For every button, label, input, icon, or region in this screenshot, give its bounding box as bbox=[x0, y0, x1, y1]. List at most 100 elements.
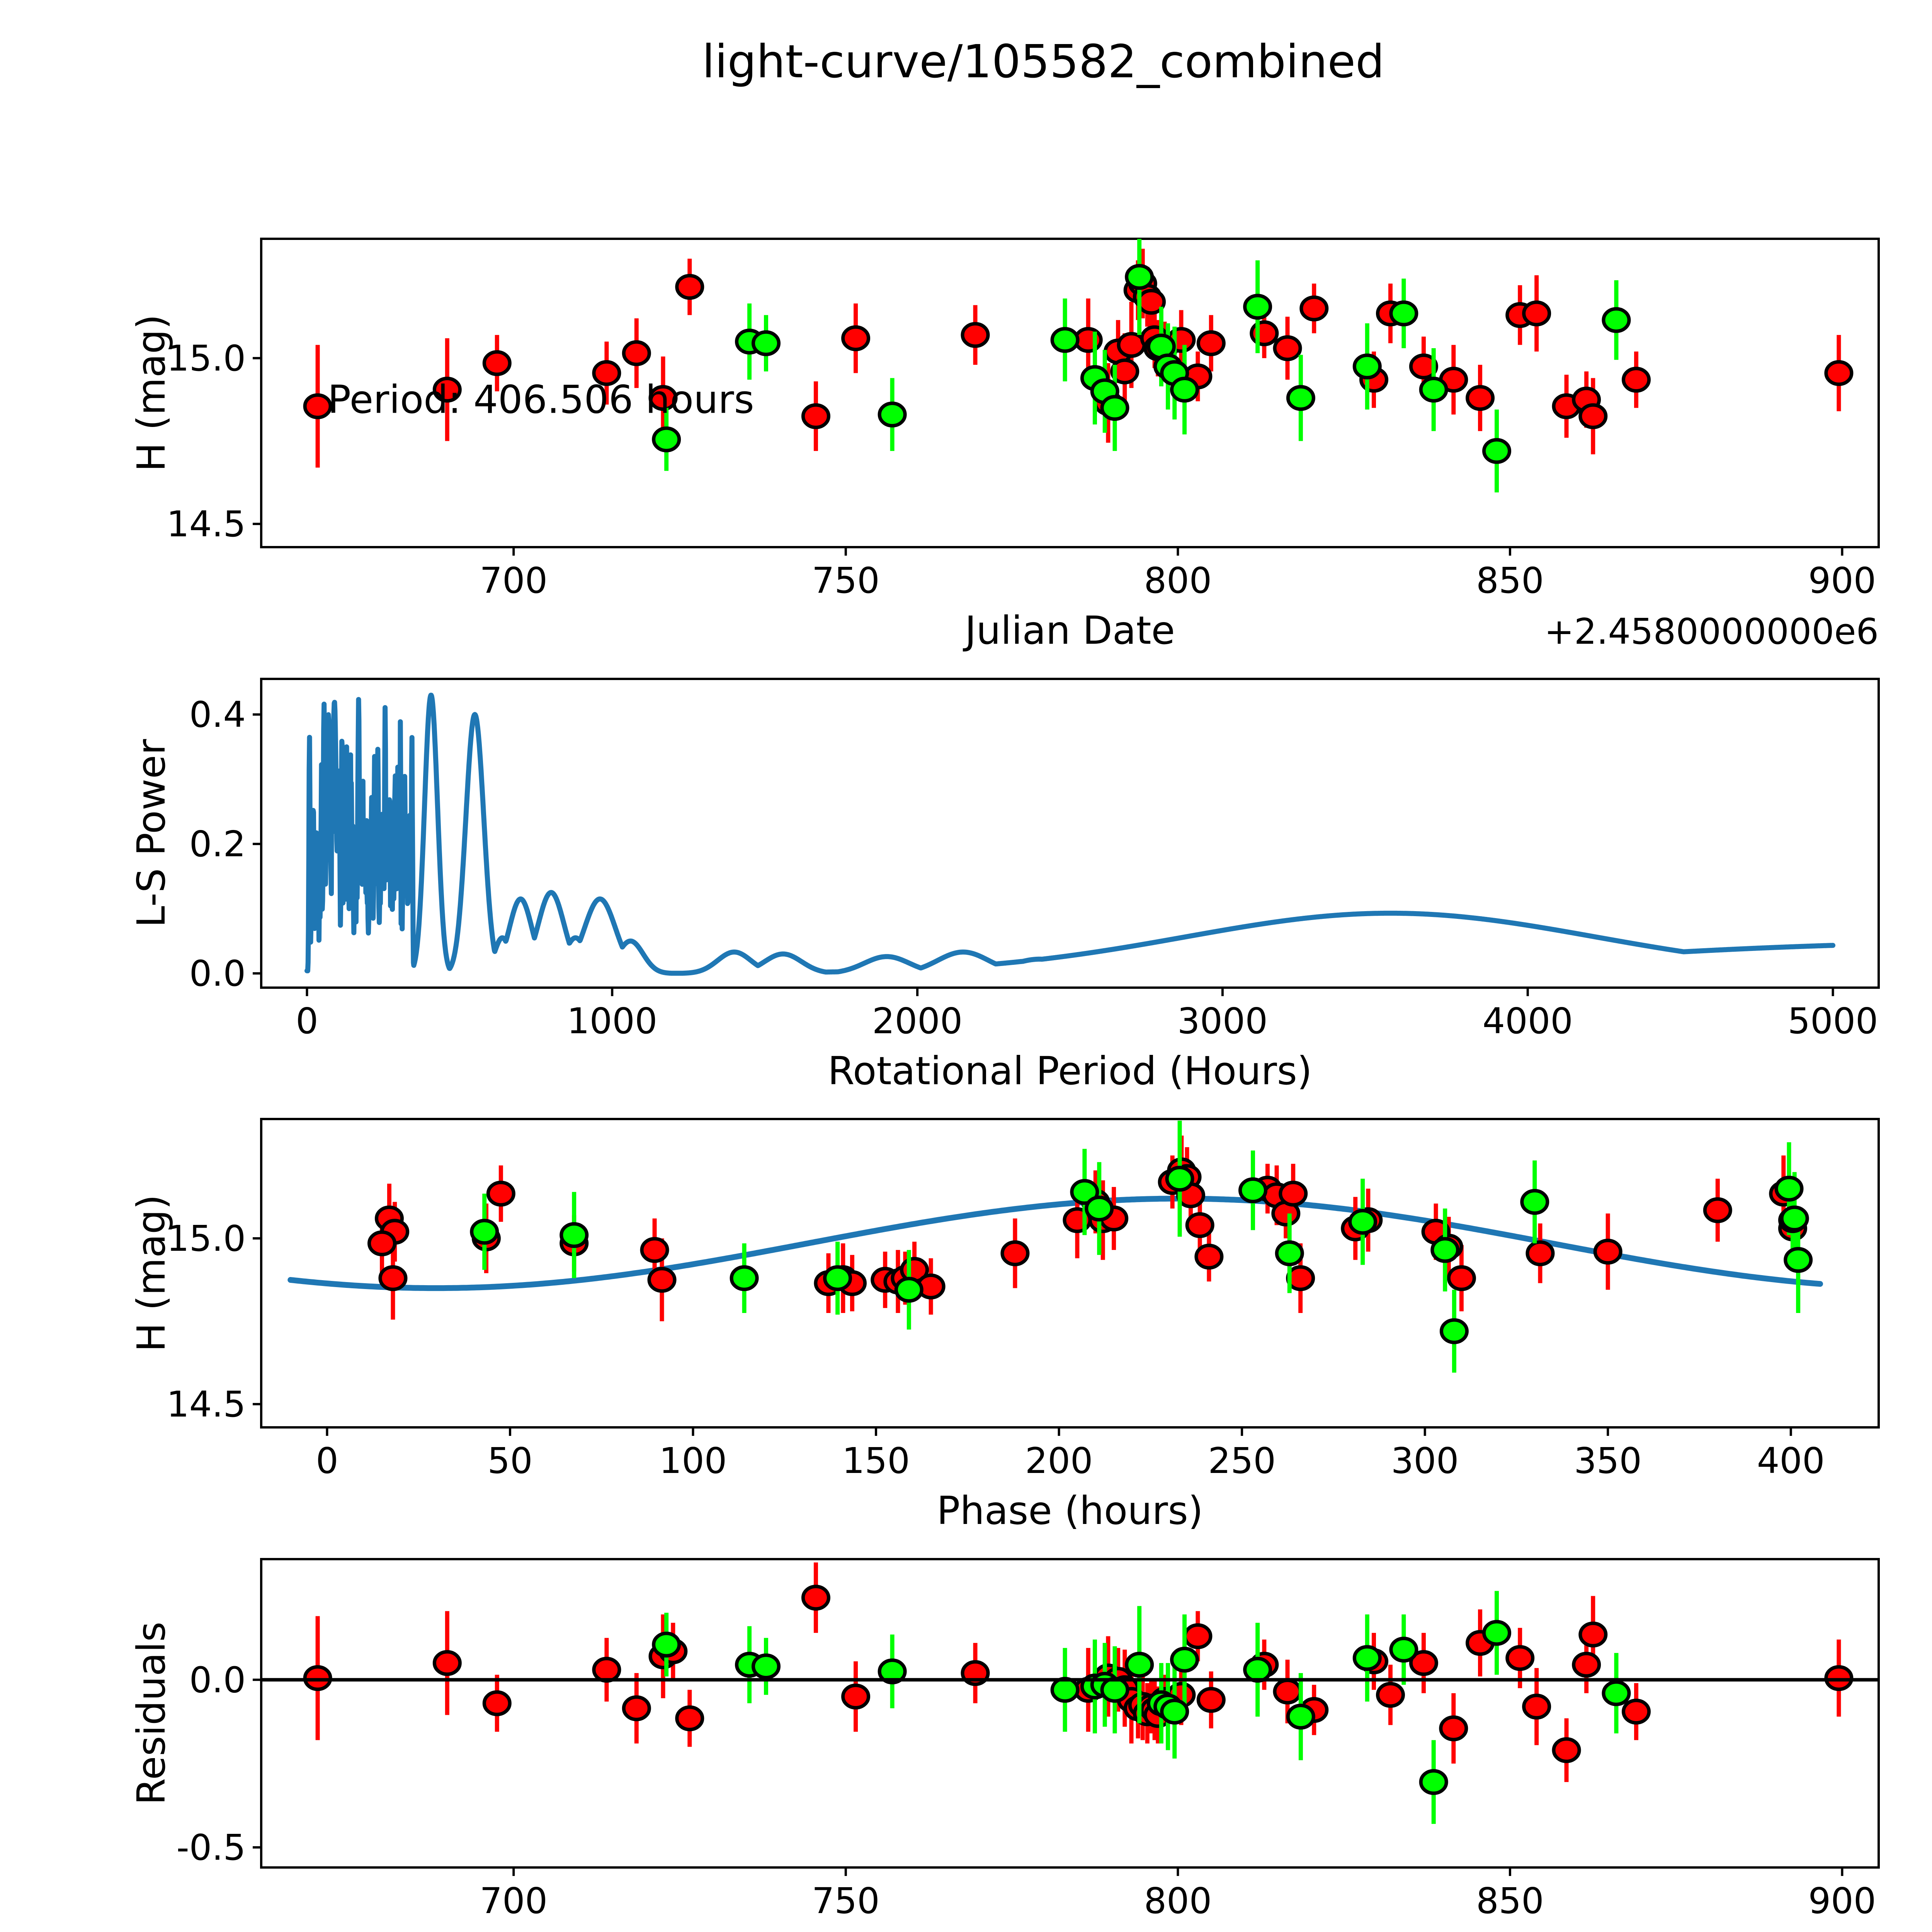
data-point bbox=[432, 1650, 462, 1676]
svg-text:850: 850 bbox=[1476, 560, 1544, 601]
data-point bbox=[1110, 358, 1139, 384]
data-point bbox=[675, 274, 704, 300]
data-point bbox=[752, 330, 781, 356]
data-point bbox=[1703, 1197, 1732, 1223]
data-point bbox=[482, 1690, 512, 1716]
phasefold-ylabel: H (mag) bbox=[129, 1194, 174, 1352]
svg-text:900: 900 bbox=[1808, 560, 1876, 601]
data-point bbox=[1299, 295, 1329, 321]
data-point bbox=[1482, 438, 1512, 464]
data-point-group bbox=[652, 1620, 1631, 1795]
svg-text:750: 750 bbox=[812, 1880, 880, 1922]
data-point bbox=[1522, 1694, 1551, 1720]
data-point bbox=[823, 1265, 852, 1291]
data-point bbox=[652, 1631, 681, 1658]
data-point bbox=[1243, 294, 1272, 320]
data-point bbox=[1279, 1180, 1308, 1207]
data-point bbox=[1160, 1699, 1189, 1725]
lightcurve-x-offset-label: +2.4580000000e6 bbox=[1544, 611, 1879, 652]
data-point bbox=[878, 1658, 907, 1685]
data-point bbox=[801, 403, 830, 429]
data-point bbox=[1409, 353, 1438, 379]
data-point bbox=[622, 340, 651, 366]
data-point bbox=[648, 385, 678, 411]
data-point bbox=[894, 1277, 923, 1303]
data-point bbox=[622, 1695, 651, 1721]
period-annotation: Period: 406.506 hours bbox=[328, 377, 754, 422]
data-point bbox=[482, 350, 512, 376]
svg-text:750: 750 bbox=[812, 560, 880, 601]
page-title: light-curve/105582_combined bbox=[702, 35, 1384, 88]
svg-text:0: 0 bbox=[296, 1000, 318, 1042]
data-point bbox=[1824, 360, 1854, 386]
svg-text:0.2: 0.2 bbox=[189, 823, 246, 865]
data-point bbox=[675, 1705, 704, 1731]
data-point bbox=[1125, 1651, 1154, 1678]
data-point bbox=[1170, 376, 1199, 403]
periodogram-xlabel: Rotational Period (Hours) bbox=[828, 1048, 1312, 1094]
data-point bbox=[1194, 1243, 1224, 1270]
data-point bbox=[1622, 1699, 1651, 1725]
data-point bbox=[1100, 395, 1129, 421]
residuals-x-offset-label: +2.4580000000e6 bbox=[1544, 1931, 1879, 1932]
residuals-ylabel: Residuals bbox=[129, 1622, 174, 1805]
data-point-group bbox=[652, 264, 1631, 464]
svg-text:14.5: 14.5 bbox=[167, 503, 246, 545]
phasefold-xlabel: Phase (hours) bbox=[937, 1488, 1203, 1533]
svg-text:900: 900 bbox=[1808, 1880, 1876, 1922]
data-point bbox=[1000, 1240, 1030, 1267]
data-point bbox=[1376, 1682, 1405, 1708]
data-point bbox=[1520, 1189, 1549, 1215]
svg-text:2000: 2000 bbox=[872, 1000, 963, 1042]
data-point bbox=[801, 1585, 830, 1611]
data-point bbox=[1439, 1715, 1468, 1742]
lightcurve-xlabel: Julian Date bbox=[963, 608, 1175, 653]
data-point bbox=[1348, 1209, 1378, 1235]
data-point bbox=[752, 1653, 781, 1680]
svg-text:150: 150 bbox=[842, 1440, 910, 1481]
data-point bbox=[1050, 327, 1080, 353]
residuals-xlabel: Julian Date bbox=[963, 1928, 1175, 1932]
data-point bbox=[652, 426, 681, 452]
data-point bbox=[1622, 367, 1651, 393]
svg-text:5000: 5000 bbox=[1787, 1000, 1878, 1042]
data-point bbox=[1602, 307, 1631, 333]
svg-text:350: 350 bbox=[1574, 1440, 1642, 1481]
data-point bbox=[1238, 1177, 1268, 1203]
svg-text:200: 200 bbox=[1025, 1440, 1093, 1481]
data-point bbox=[647, 1267, 677, 1293]
data-point bbox=[1419, 1769, 1448, 1795]
data-point bbox=[1780, 1205, 1809, 1231]
data-point bbox=[1070, 1179, 1099, 1205]
data-point bbox=[1447, 1265, 1476, 1291]
data-point bbox=[1572, 1651, 1601, 1678]
data-point bbox=[1352, 1645, 1382, 1671]
svg-text:800: 800 bbox=[1144, 1880, 1212, 1922]
data-point bbox=[1196, 330, 1226, 356]
data-point bbox=[1286, 385, 1315, 411]
data-point bbox=[1286, 1704, 1315, 1730]
data-point bbox=[1430, 1237, 1460, 1263]
data-point bbox=[961, 322, 990, 348]
svg-text:700: 700 bbox=[480, 1880, 548, 1922]
data-point bbox=[486, 1180, 515, 1207]
data-point bbox=[1552, 1737, 1581, 1763]
data-point bbox=[1085, 1196, 1114, 1222]
data-point bbox=[367, 1230, 397, 1257]
periodogram-line bbox=[304, 692, 1835, 976]
data-point bbox=[1784, 1247, 1813, 1273]
data-point bbox=[1466, 385, 1495, 411]
data-point bbox=[1389, 300, 1418, 327]
data-point bbox=[841, 325, 871, 351]
data-point bbox=[1250, 320, 1279, 347]
data-point bbox=[1602, 1680, 1631, 1706]
data-point bbox=[1352, 353, 1382, 379]
data-point bbox=[1185, 1212, 1214, 1238]
data-point bbox=[470, 1219, 499, 1245]
data-point bbox=[1050, 1677, 1080, 1703]
data-point bbox=[560, 1222, 589, 1248]
lightcurve-ylabel: H (mag) bbox=[129, 314, 174, 471]
